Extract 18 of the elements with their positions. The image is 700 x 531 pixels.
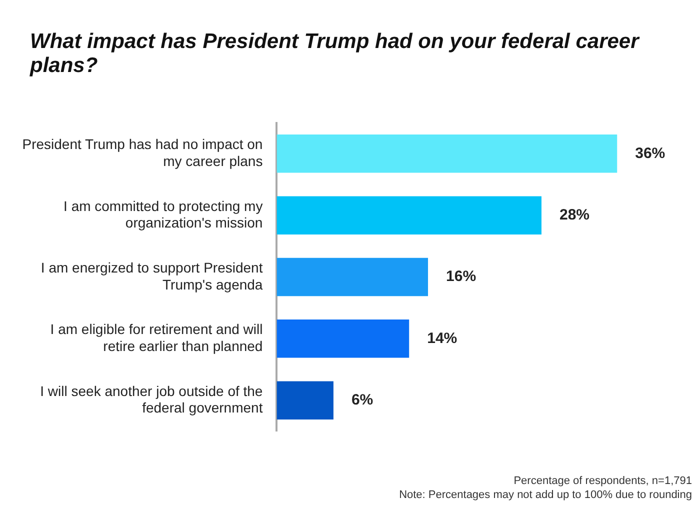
text: Percentage of respondents, n=1,791 bbox=[512, 474, 692, 488]
data-label: 6% bbox=[351, 392, 374, 408]
y-tick-label: I am eligible for retirement and will retire earlier than planned bbox=[50, 321, 263, 354]
bar bbox=[276, 134, 618, 173]
bar bbox=[276, 320, 410, 358]
y-tick-label: I will seek another job outside of the federal government bbox=[40, 382, 263, 416]
chart-title: What impact has President Trump had on your federal career plans? bbox=[30, 30, 641, 78]
bar bbox=[276, 258, 428, 296]
bar bbox=[276, 196, 542, 234]
y-tick-label: President Trump has had no impact on my career plans bbox=[22, 136, 263, 169]
data-label: 14% bbox=[427, 330, 458, 347]
text: Note: Percentages may not add up to 100% due to rounding bbox=[398, 488, 692, 502]
data-label: 36% bbox=[635, 144, 666, 162]
data-label: 16% bbox=[446, 268, 476, 286]
bar bbox=[276, 381, 334, 420]
y-tick-label: I am energized to support President Trump's agenda bbox=[40, 259, 263, 292]
data-label: 28% bbox=[559, 206, 590, 224]
y-tick-label: I am committed to protecting my organization's mission bbox=[64, 198, 263, 231]
